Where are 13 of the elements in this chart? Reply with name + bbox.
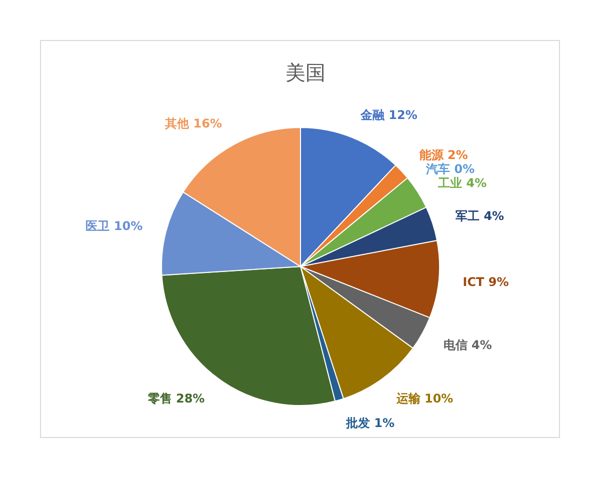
slice-label: 批发 1% <box>344 416 395 430</box>
slice-label: ICT 9% <box>462 274 509 289</box>
slice-label: 医卫 10% <box>86 218 143 233</box>
category-label: 汽车 0% <box>426 162 475 176</box>
slice-label: 能源 2% <box>419 148 468 162</box>
slice-label: 金融 12% <box>360 108 418 122</box>
slice-label: 运输 10% <box>395 391 454 406</box>
slice-label: 其他 16% <box>164 116 222 131</box>
slice-label: 零售 28% <box>146 391 205 406</box>
chart-title: 美国 <box>286 60 326 84</box>
slice-label: 工业 4% <box>437 176 487 190</box>
slice-label: 电信 4% <box>443 338 492 352</box>
slice-label: 军工 4% <box>456 209 504 224</box>
